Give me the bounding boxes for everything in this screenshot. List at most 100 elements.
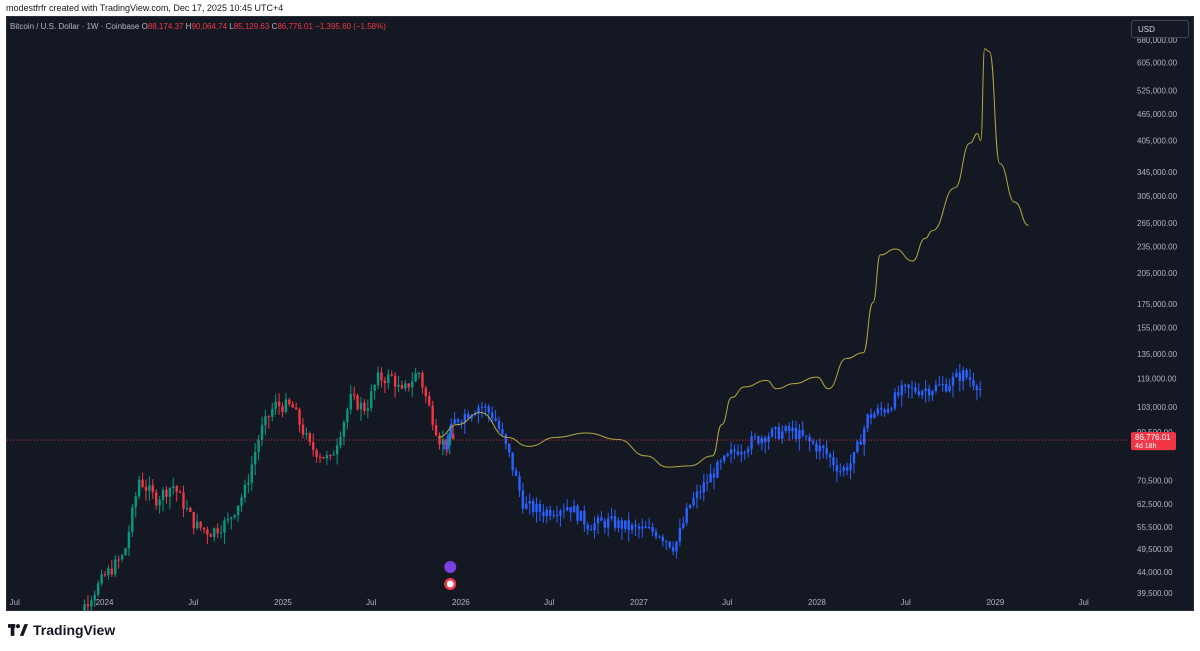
actual-candle — [264, 416, 267, 426]
actual-candle — [107, 568, 110, 576]
flag-marker-inner-icon — [446, 580, 454, 588]
projection-candle — [695, 491, 699, 499]
projection-candle — [859, 441, 862, 445]
y-tick-label: 175,000.00 — [1137, 300, 1178, 309]
x-tick-label: Jul — [1079, 598, 1089, 607]
actual-candle — [421, 372, 424, 388]
projection-candle — [542, 511, 545, 517]
projection-candle — [897, 392, 900, 396]
x-tick-label: 2028 — [808, 598, 826, 607]
actual-candle — [243, 484, 247, 498]
x-tick-label: Jul — [722, 598, 732, 607]
actual-candle — [86, 604, 90, 607]
actual-candle — [151, 485, 154, 493]
open-label: O — [141, 22, 148, 31]
y-tick-label: 49,500.00 — [1137, 545, 1173, 554]
overlay-layer — [437, 48, 1029, 468]
projection-candle — [951, 376, 955, 386]
actual-candle — [175, 486, 178, 493]
projection-candle — [822, 445, 825, 449]
actual-candle — [250, 464, 253, 483]
actual-candle — [329, 455, 332, 457]
last-price-label: 86,776.01 — [1135, 433, 1171, 442]
projection-candle — [791, 427, 794, 432]
actual-candle — [400, 384, 404, 389]
projection-candle — [658, 536, 661, 538]
projection-candle — [743, 452, 746, 454]
projection-candle — [777, 427, 781, 439]
projection-candle — [576, 505, 579, 521]
projection-candle — [692, 498, 695, 505]
tradingview-logo[interactable]: TradingView — [8, 622, 115, 638]
x-tick-label: Jul — [544, 598, 554, 607]
projection-candle — [596, 517, 600, 524]
overlay-line — [437, 48, 1029, 468]
projection-candle — [770, 428, 774, 437]
y-axis: 680,000.00 605,000.00 525,000.00 465,000.00… — [1131, 36, 1178, 598]
projection-candle — [579, 510, 583, 521]
actual-candle — [165, 489, 168, 497]
projection-candle — [944, 384, 948, 392]
projection-candle — [815, 443, 818, 452]
projection-candle — [794, 427, 798, 440]
tradingview-logo-icon — [8, 624, 28, 636]
projection-candle — [961, 370, 965, 381]
attribution-text: modestfrfr created with TradingView.com,… — [6, 3, 284, 13]
close-label: C — [271, 22, 278, 31]
actual-candle — [298, 409, 301, 425]
x-tick-label: 2024 — [96, 598, 114, 607]
projection-candle — [808, 436, 811, 442]
actual-candle — [240, 497, 243, 506]
actual-candle — [253, 452, 257, 465]
actual-candle — [223, 520, 226, 533]
actual-candle — [291, 404, 294, 408]
currency-button[interactable]: USD — [1131, 20, 1189, 38]
actual-candle — [172, 486, 175, 488]
projection-candle — [873, 413, 876, 418]
projection-candle — [593, 523, 596, 531]
projection-candle — [716, 462, 719, 478]
projection-candle — [883, 409, 886, 413]
projection-candle — [876, 408, 880, 414]
projection-candle — [456, 419, 460, 423]
projection-candle — [607, 518, 610, 528]
projection-candle — [798, 429, 801, 440]
y-tick-label: 44,000.00 — [1137, 568, 1173, 577]
actual-candle — [284, 399, 288, 412]
projection-candle — [931, 391, 934, 396]
actual-candle — [158, 499, 161, 506]
projection-candle — [863, 428, 866, 445]
y-tick-label: 465,000.00 — [1137, 110, 1178, 119]
actual-candle — [185, 508, 189, 510]
projection-candle — [914, 387, 917, 392]
actual-candle — [247, 482, 250, 485]
actual-candle — [366, 408, 370, 411]
projection-candle — [907, 384, 910, 388]
chart-panel[interactable] — [6, 16, 1194, 611]
projection-candle — [917, 391, 921, 395]
projection-candle — [518, 475, 521, 491]
projection-candle — [705, 482, 709, 484]
projection-candle — [757, 436, 760, 444]
projection-candle — [511, 452, 514, 471]
actual-candle — [356, 395, 359, 410]
projection-candle — [818, 445, 822, 452]
x-tick-label: Jul — [366, 598, 376, 607]
actual-candle — [124, 548, 127, 556]
actual-candle — [404, 383, 407, 389]
actual-candle — [431, 405, 434, 425]
y-tick-label: 525,000.00 — [1137, 86, 1178, 95]
projection-candle — [729, 449, 733, 454]
actual-candle — [144, 486, 148, 491]
footer — [0, 611, 1200, 651]
actual-candle — [397, 384, 400, 387]
y-tick-label: 205,000.00 — [1137, 269, 1178, 278]
projection-candle — [460, 422, 463, 424]
actual-candle — [434, 424, 438, 436]
y-tick-label: 155,000.00 — [1137, 323, 1178, 332]
actual-candle — [376, 372, 380, 386]
projection-candle — [620, 520, 624, 529]
actual-candle — [363, 402, 366, 411]
projection-candle — [531, 501, 535, 513]
